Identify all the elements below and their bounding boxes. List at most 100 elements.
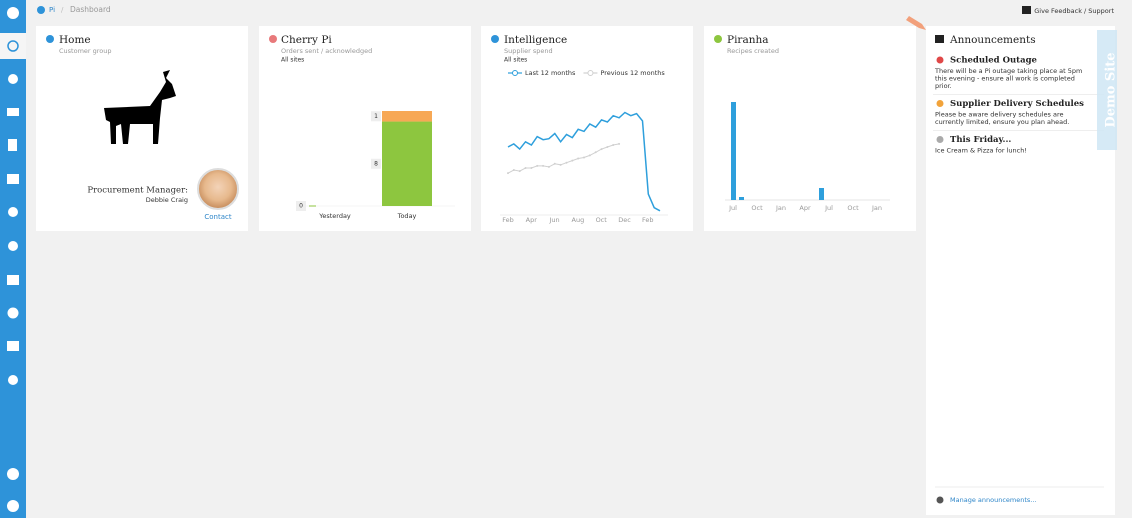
demo-ribbon [1097, 30, 1117, 150]
value-label-box [371, 111, 381, 122]
announcements-panel [926, 26, 1115, 515]
x-tick-label: Dec [618, 216, 631, 224]
nav-icon[interactable] [7, 468, 19, 480]
x-tick-label: Yesterday [318, 212, 351, 220]
breadcrumb-current: Dashboard [70, 5, 111, 14]
point [524, 166, 527, 169]
nav-icon[interactable] [8, 241, 18, 251]
avatar [197, 168, 239, 210]
card-icon [46, 35, 54, 43]
person-name: Debbie Craig [146, 196, 188, 204]
x-tick-label: Apr [799, 204, 811, 212]
card-title: Intelligence [504, 34, 567, 46]
point [518, 170, 521, 173]
breadcrumb-separator: / [61, 6, 64, 14]
demo-label: Demo Site [1104, 52, 1119, 127]
point [571, 159, 574, 162]
nav-icon[interactable] [8, 375, 18, 385]
point [530, 166, 533, 169]
card-title: Piranha [727, 34, 769, 46]
x-tick-label: Aug [572, 216, 585, 224]
point [553, 162, 556, 165]
announcement-body: currently limited, ensure you plan ahead… [935, 118, 1069, 126]
card-title: Cherry Pi [281, 34, 332, 46]
point [583, 156, 585, 159]
announcement-body: this evening - ensure all work is comple… [935, 75, 1075, 83]
x-tick-label: Jan [775, 204, 786, 212]
announcement-body: Please be aware delivery schedules are [935, 111, 1064, 119]
contact-link[interactable]: Contact [204, 213, 231, 221]
point [565, 161, 568, 164]
point [547, 165, 550, 168]
announcement-title: Supplier Delivery Schedules [950, 99, 1084, 109]
feedback-link[interactable]: Give Feedback / Support [1034, 7, 1114, 15]
announcement-body: Ice Cream & Pizza for lunch! [935, 147, 1027, 155]
user-icon[interactable] [7, 500, 19, 512]
deer-silhouette [104, 70, 176, 144]
logo-icon[interactable] [7, 7, 19, 19]
x-tick-label: Feb [642, 216, 654, 224]
x-tick-label: Jan [871, 204, 882, 212]
x-tick-label: Jun [549, 216, 560, 224]
value-label: 1 [374, 113, 378, 120]
sidebar-active [0, 33, 26, 59]
card-subtitle: Customer group [59, 47, 112, 55]
legend-marker [512, 70, 518, 76]
pointer-icon [906, 16, 926, 30]
feedback-icon [1022, 6, 1031, 14]
point [606, 146, 609, 149]
point [600, 148, 603, 151]
filter: All sites [504, 57, 527, 64]
announcement-body: There will be a Pi outage taking place a… [934, 67, 1082, 75]
x-tick-label: Today [397, 212, 417, 220]
legend-marker [587, 70, 594, 76]
point [542, 164, 545, 167]
card-icon [491, 35, 499, 43]
panel-title: Announcements [949, 34, 1036, 46]
bar [739, 197, 744, 200]
x-tick-label: Oct [847, 204, 859, 212]
filter: All sites [281, 57, 304, 64]
sidebar [0, 0, 26, 518]
nav-icon[interactable] [7, 307, 19, 319]
point [577, 157, 580, 160]
legend-label: Last 12 months [525, 69, 576, 77]
nav-icon[interactable] [7, 275, 19, 285]
x-tick-label: Jul [728, 204, 737, 212]
value-label: 8 [374, 160, 378, 167]
manage-link[interactable]: Manage announcements... [950, 496, 1036, 504]
nav-icon[interactable] [8, 139, 17, 151]
card-title: Home [59, 34, 91, 46]
bar [382, 121, 432, 206]
point [512, 169, 515, 172]
point [588, 154, 591, 157]
breadcrumb-link[interactable]: Pi [49, 6, 55, 14]
announcement-title: This Friday... [950, 135, 1011, 145]
announcement-icon [936, 56, 944, 64]
dashboard-icon[interactable] [7, 40, 19, 52]
x-tick-label: Jul [824, 204, 833, 212]
sidebar-icons [7, 7, 19, 512]
card-subtitle: Recipes created [727, 47, 779, 55]
point [612, 143, 615, 146]
nav-icon[interactable] [8, 207, 18, 217]
x-tick-label: Oct [596, 216, 608, 224]
nav-icon[interactable] [7, 108, 19, 116]
point [559, 163, 562, 166]
card [259, 26, 471, 231]
nav-icon[interactable] [7, 341, 19, 351]
x-tick-label: Feb [502, 216, 514, 224]
role: Procurement Manager: [87, 186, 188, 196]
value-label-box [371, 158, 381, 169]
card [704, 26, 916, 231]
nav-icon[interactable] [8, 74, 18, 84]
announcement-icon [936, 136, 944, 143]
point [618, 142, 621, 145]
breadcrumb-icon [37, 6, 45, 14]
nav-icon[interactable] [7, 174, 19, 184]
announcement-body: prior. [935, 82, 952, 90]
x-tick-label: Oct [751, 204, 763, 212]
point [536, 164, 539, 167]
card-subtitle: Orders sent / acknowledged [281, 47, 372, 55]
